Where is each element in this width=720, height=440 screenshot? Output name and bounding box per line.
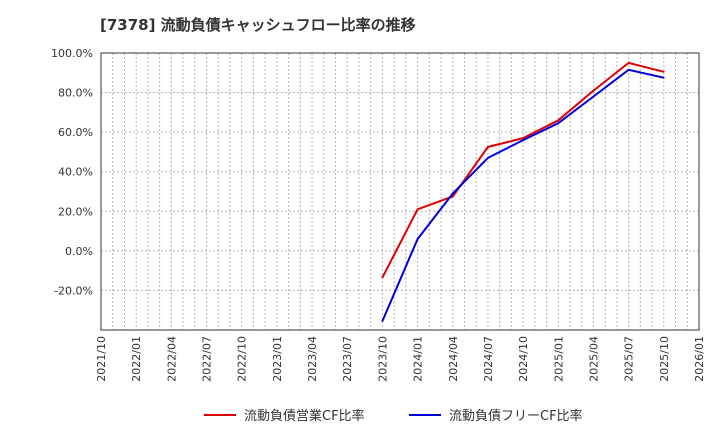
x-tick-label: 2021/10 xyxy=(95,336,108,382)
x-tick-label: 2023/01 xyxy=(271,336,284,382)
y-axis: 100.0% 80.0% 60.0% 40.0% 20.0% 0.0% -20.0% xyxy=(51,47,93,297)
y-tick-label: 80.0% xyxy=(58,87,93,100)
data-point-series-2 xyxy=(451,192,454,195)
data-point-series-2 xyxy=(557,122,560,125)
x-tick-label: 2022/04 xyxy=(165,336,178,382)
x-tick-label: 2022/01 xyxy=(130,336,143,382)
data-point-series-1 xyxy=(627,62,630,64)
chart-title: [7378] 流動負債キャッシュフロー比率の推移 xyxy=(100,16,416,34)
data-point-series-1 xyxy=(381,276,384,279)
data-point-series-2 xyxy=(663,76,665,79)
data-point-series-2 xyxy=(592,95,595,98)
x-tick-label: 2022/10 xyxy=(236,336,249,382)
data-point-series-2 xyxy=(522,139,524,141)
x-tick-label: 2024/07 xyxy=(482,336,495,382)
data-point-series-1 xyxy=(557,119,560,122)
y-tick-label: 20.0% xyxy=(58,205,93,218)
x-tick-label: 2023/10 xyxy=(376,336,389,382)
y-tick-label: 40.0% xyxy=(58,166,93,179)
x-axis: 2021/10 2022/01 2022/04 2022/07 2022/10 2023/… xyxy=(95,336,706,382)
x-tick-label: 2025/10 xyxy=(658,336,671,382)
x-tick-label: 2025/07 xyxy=(623,336,636,382)
data-point-series-1 xyxy=(592,89,595,92)
series-group xyxy=(381,61,665,322)
data-point-series-1 xyxy=(522,137,524,139)
data-point-series-2 xyxy=(627,69,630,71)
data-point-series-1 xyxy=(487,146,489,148)
legend: 流動負債営業CF比率 流動負債フリーCF比率 xyxy=(204,408,583,424)
plot-area xyxy=(101,53,699,330)
y-tick-label: -20.0% xyxy=(54,284,93,297)
data-point-series-1 xyxy=(451,195,454,198)
x-tick-label: 2023/04 xyxy=(306,336,319,382)
data-point-series-2 xyxy=(381,320,384,322)
x-tick-label: 2025/01 xyxy=(552,336,565,382)
legend-label-2: 流動負債フリーCF比率 xyxy=(449,408,583,424)
x-tick-label: 2023/07 xyxy=(341,336,354,382)
x-tick-label: 2026/01 xyxy=(693,336,706,382)
data-point-series-2 xyxy=(416,238,419,240)
x-tick-label: 2024/04 xyxy=(447,336,460,382)
data-point-series-2 xyxy=(487,157,489,159)
y-tick-label: 60.0% xyxy=(58,126,93,139)
x-tick-label: 2022/07 xyxy=(201,336,214,382)
x-tick-label: 2024/10 xyxy=(517,336,530,382)
x-tick-label: 2025/04 xyxy=(587,336,600,382)
data-point-series-1 xyxy=(663,70,665,73)
data-point-series-1 xyxy=(416,208,419,211)
x-tick-label: 2024/01 xyxy=(412,336,425,382)
legend-label-1: 流動負債営業CF比率 xyxy=(244,408,365,424)
y-tick-label: 100.0% xyxy=(51,47,93,60)
plot-frame xyxy=(100,52,700,331)
y-tick-label: 0.0% xyxy=(65,245,93,258)
